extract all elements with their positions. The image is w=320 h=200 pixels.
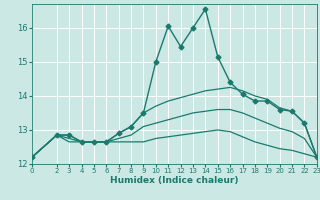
X-axis label: Humidex (Indice chaleur): Humidex (Indice chaleur) <box>110 176 239 185</box>
